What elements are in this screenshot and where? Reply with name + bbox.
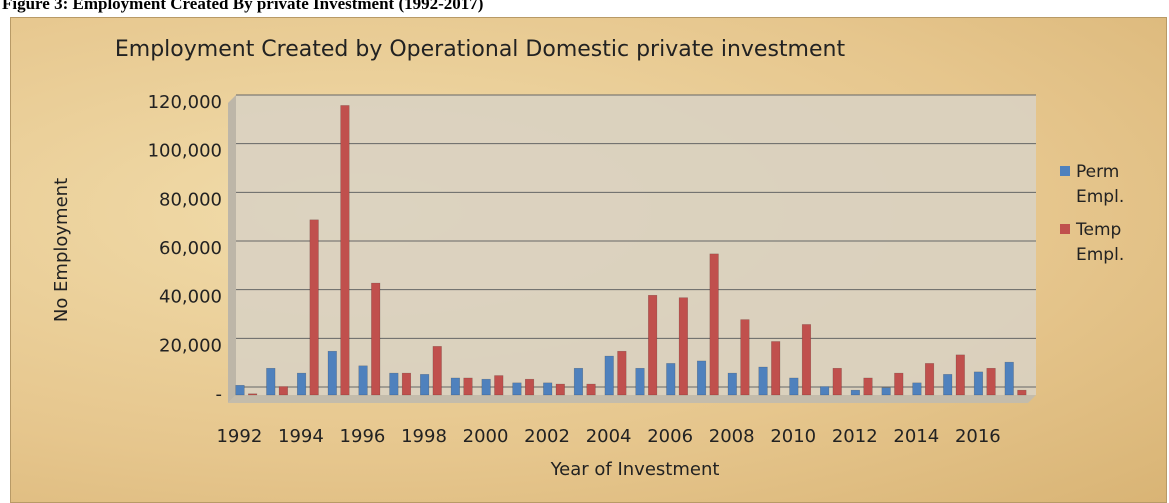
x-tick-label: 1998 [401, 426, 447, 447]
bar [635, 367, 645, 396]
chart-title: Employment Created by Operational Domest… [115, 37, 846, 62]
bar [727, 372, 737, 396]
bar [740, 319, 750, 396]
bar [863, 377, 873, 396]
y-tick-label: - [216, 384, 223, 405]
y-tick-label: 40,000 [159, 287, 222, 308]
y-axis-label: No Employment [51, 178, 72, 322]
y-tick-label: 120,000 [148, 92, 222, 113]
bar [912, 382, 922, 396]
bar [894, 372, 904, 396]
legend: Perm Empl. Temp Empl. [1060, 160, 1160, 276]
x-tick-label: 1994 [278, 426, 324, 447]
y-tick-label: 60,000 [159, 238, 222, 259]
bar [340, 105, 350, 396]
x-tick-label: 2012 [832, 426, 878, 447]
bar [555, 383, 565, 396]
x-tick-label: 2008 [709, 426, 755, 447]
x-tick-label: 1996 [340, 426, 386, 447]
bar [955, 354, 965, 396]
bar [832, 367, 842, 396]
bar [543, 382, 553, 396]
legend-label: Perm Empl. [1076, 162, 1125, 207]
bar [1017, 389, 1027, 396]
bar [573, 367, 584, 396]
bar [401, 372, 412, 396]
bar [327, 350, 337, 396]
bar [678, 297, 688, 396]
floor [228, 395, 1036, 403]
bar [512, 382, 522, 396]
bar [296, 372, 307, 396]
bar [789, 377, 799, 396]
y-tick-label: 80,000 [159, 189, 222, 210]
bar [309, 219, 319, 396]
bar [494, 375, 504, 396]
bar [617, 350, 627, 396]
side-wall [228, 95, 236, 403]
bar [696, 360, 707, 396]
bar [771, 341, 781, 396]
bar [266, 367, 276, 396]
y-tick-label: 20,000 [159, 335, 222, 356]
legend-item: Perm Empl. [1060, 160, 1160, 210]
bar [278, 386, 288, 396]
x-tick-label: 2002 [524, 426, 570, 447]
bar [801, 324, 812, 396]
bar [943, 374, 953, 396]
bar [450, 377, 460, 396]
bar [248, 393, 258, 396]
bar [648, 294, 658, 396]
bar [524, 378, 535, 396]
bar [986, 367, 996, 396]
bar [820, 386, 830, 396]
bar [1004, 361, 1014, 396]
bar [389, 372, 399, 396]
legend-item: Temp Empl. [1060, 218, 1160, 268]
bar [235, 385, 245, 396]
x-axis-label: Year of Investment [550, 459, 720, 480]
bar [420, 374, 430, 396]
bar [666, 363, 676, 396]
bar [709, 253, 719, 396]
bar [881, 387, 891, 396]
bar [758, 366, 768, 396]
legend-swatch [1060, 166, 1070, 176]
x-tick-label: 2006 [647, 426, 693, 447]
bar [586, 383, 596, 396]
figure-caption: Figure 3: Employment Created By private … [2, 0, 484, 13]
bar [924, 363, 935, 396]
x-tick-label: 2000 [463, 426, 509, 447]
y-tick-label: 100,000 [148, 141, 222, 162]
bar [371, 282, 381, 396]
x-tick-label: 1992 [216, 426, 262, 447]
x-tick-label: 2016 [955, 426, 1001, 447]
legend-label: Temp Empl. [1076, 220, 1125, 265]
bar [973, 371, 984, 396]
bar [463, 377, 473, 396]
bar [358, 365, 368, 396]
bar [604, 355, 614, 396]
bar [432, 346, 442, 396]
x-tick-label: 2004 [586, 426, 632, 447]
bar [481, 378, 491, 396]
legend-swatch [1060, 224, 1070, 234]
plot-area [236, 95, 1036, 395]
x-tick-label: 2014 [893, 426, 939, 447]
x-tick-label: 2010 [770, 426, 816, 447]
bar [850, 389, 860, 396]
